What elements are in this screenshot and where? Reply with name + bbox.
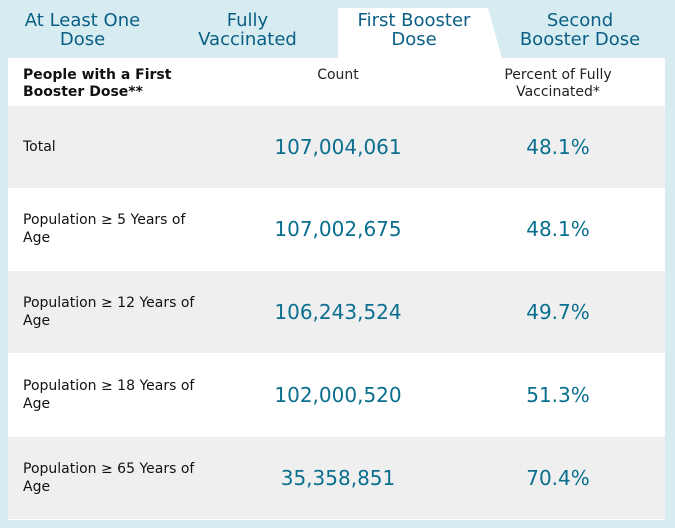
header-people-label: People with a First Booster Dose** bbox=[23, 67, 172, 100]
tab-label-line2: Dose bbox=[59, 29, 106, 50]
tab-label-line2: Dose bbox=[391, 29, 437, 50]
row-count: 35,358,851 bbox=[280, 466, 396, 490]
tab-label-line1: Fully bbox=[226, 10, 269, 31]
tab-fully-vaccinated[interactable]: Fully Vaccinated bbox=[165, 0, 330, 60]
row-count: 107,004,061 bbox=[274, 135, 402, 159]
header-percent: Percent of Fully Vaccinated* bbox=[504, 67, 612, 100]
tab-bar: At Least One Dose Fully Vaccinated First… bbox=[0, 0, 675, 62]
table-row: Population ≥ 18 Years of Age 102,000,520… bbox=[8, 354, 665, 436]
table-header: People with a First Booster Dose** Count… bbox=[8, 58, 665, 106]
row-label: Population ≥ 5 Years of Age bbox=[23, 212, 186, 246]
table-row: Total 107,004,061 48.1% bbox=[8, 106, 665, 188]
row-percent: 48.1% bbox=[526, 217, 590, 241]
tab-at-least-one-dose[interactable]: At Least One Dose bbox=[0, 0, 165, 60]
table-row: Population ≥ 5 Years of Age 107,002,675 … bbox=[8, 188, 665, 270]
tab-first-booster-dose[interactable]: First Booster Dose bbox=[338, 0, 490, 60]
row-label: Total bbox=[23, 139, 56, 155]
row-percent: 51.3% bbox=[526, 383, 590, 407]
active-tab-background bbox=[338, 8, 503, 62]
tab-label-line1: At Least One bbox=[24, 10, 141, 31]
row-percent: 49.7% bbox=[526, 300, 590, 324]
tab-label-line1: Second bbox=[546, 10, 614, 31]
tab-label-line2: Vaccinated bbox=[198, 29, 297, 50]
row-percent: 48.1% bbox=[526, 135, 590, 159]
row-count: 107,002,675 bbox=[274, 217, 402, 241]
header-count: Count bbox=[317, 67, 359, 83]
row-label: Population ≥ 18 Years of Age bbox=[23, 378, 195, 412]
row-count: 106,243,524 bbox=[274, 300, 402, 324]
row-label: Population ≥ 12 Years of Age bbox=[23, 295, 195, 329]
tab-label-line2: Booster Dose bbox=[519, 29, 641, 50]
table-row: Population ≥ 12 Years of Age 106,243,524… bbox=[8, 271, 665, 353]
tab-label-line1: First Booster bbox=[357, 10, 471, 31]
row-percent: 70.4% bbox=[526, 466, 590, 490]
row-count: 102,000,520 bbox=[274, 383, 402, 407]
tab-second-booster-dose[interactable]: Second Booster Dose bbox=[500, 0, 660, 60]
booster-table-panel: People with a First Booster Dose** Count… bbox=[8, 58, 665, 520]
table-row: Population ≥ 65 Years of Age 35,358,851 … bbox=[8, 437, 665, 519]
row-label: Population ≥ 65 Years of Age bbox=[23, 461, 195, 495]
